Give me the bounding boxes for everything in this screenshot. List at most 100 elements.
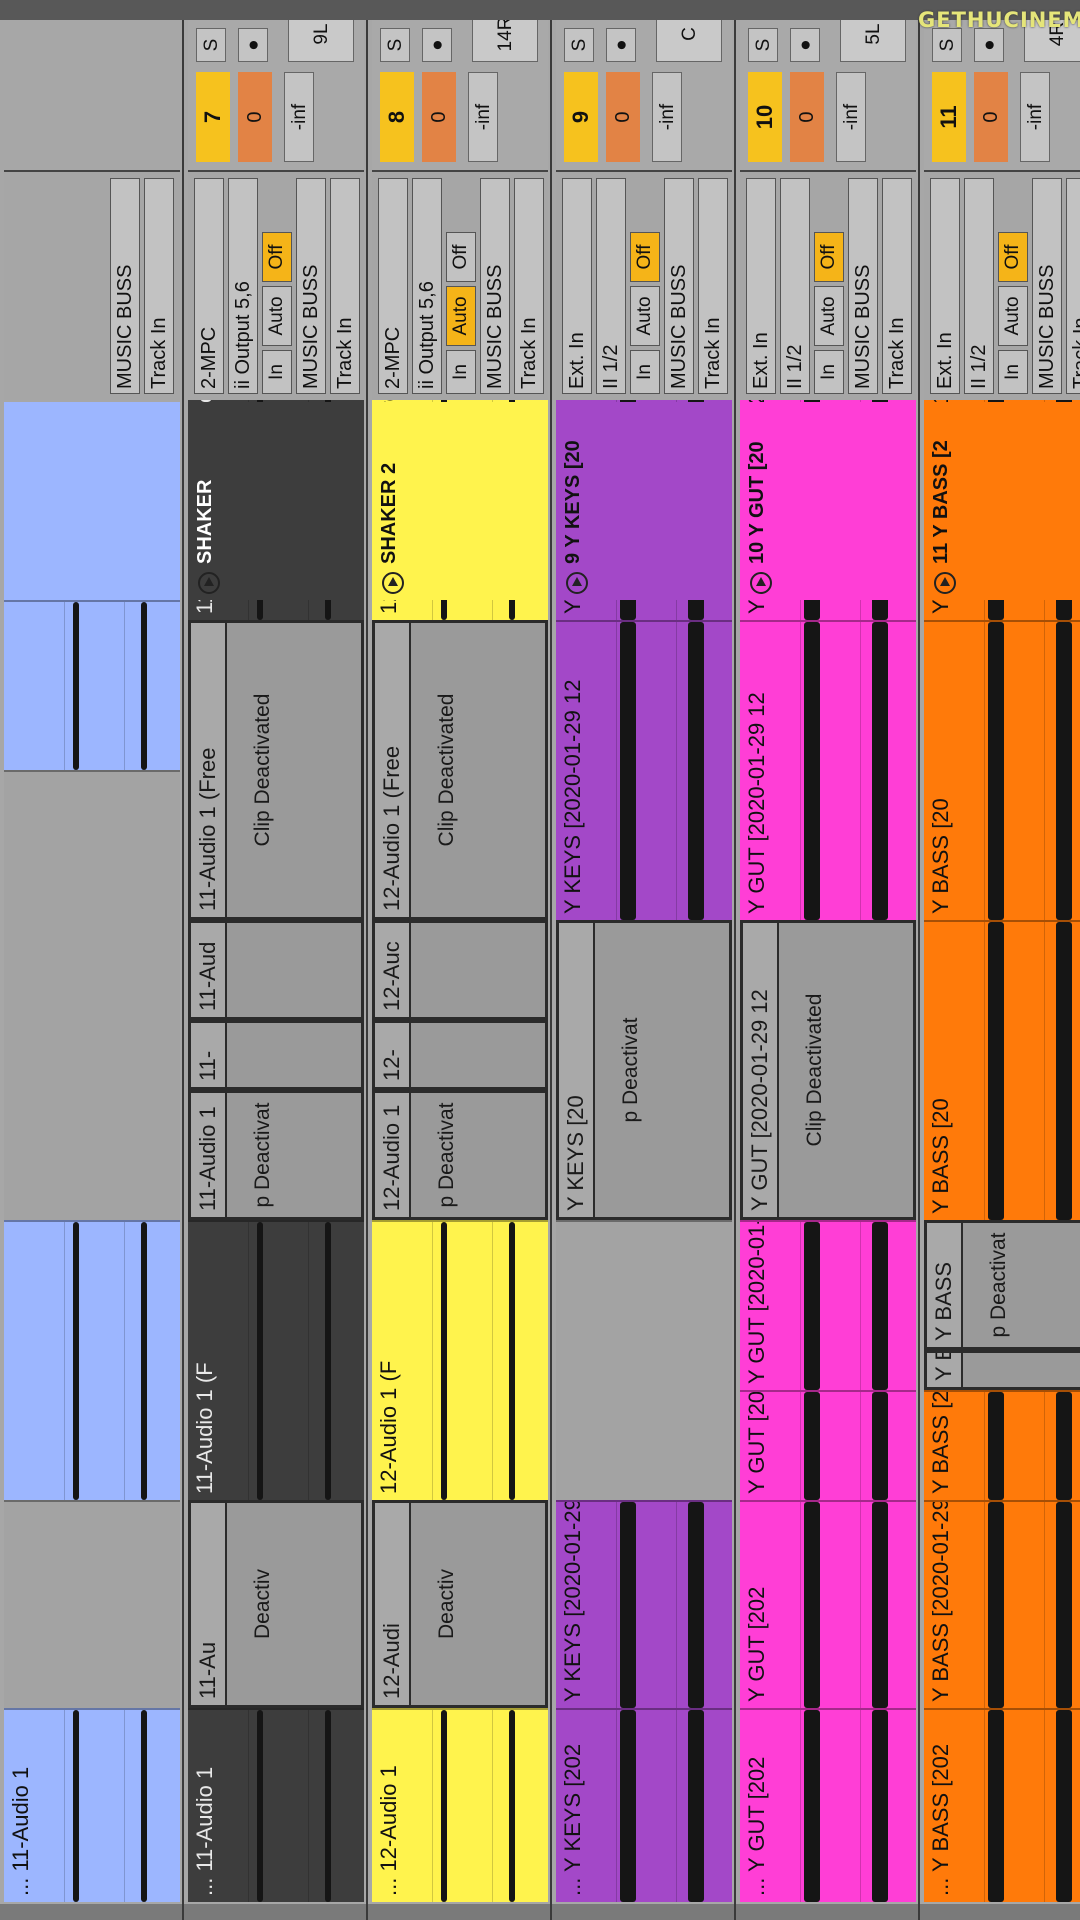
monitor-in-button[interactable]: In (814, 350, 844, 394)
track-activator[interactable]: 10 (748, 72, 782, 162)
track-volume[interactable]: 0 (422, 72, 456, 162)
output-select[interactable]: MUSIC BUSS (480, 178, 510, 394)
monitor-off-button[interactable]: Off (998, 232, 1028, 282)
input-channel-select[interactable]: ii Output 5,6 (412, 178, 442, 394)
audio-clip[interactable]: Y GUT [2020-01-29 12 (740, 620, 916, 920)
deactivated-clip[interactable]: 11-Audio 1 (Free Clip Deactivated (188, 620, 364, 920)
record-arm-button[interactable]: ● (974, 28, 1004, 62)
record-arm-button[interactable]: ● (790, 28, 820, 62)
track-header[interactable]: 11 Y BASS [2 (924, 402, 1080, 600)
audio-clip[interactable]: Y KEYS [2020-01-29 12 (556, 1500, 732, 1708)
deactivated-clip[interactable]: 12- (372, 1020, 548, 1090)
deactivated-clip[interactable]: 12-Audio 1 (Free Clip Deactivated (372, 620, 548, 920)
deactivated-clip[interactable]: 12-Audio 1 p Deactivat (372, 1090, 548, 1220)
track-volume[interactable]: 0 (606, 72, 640, 162)
monitor-off-button[interactable]: Off (630, 232, 660, 282)
track-header[interactable] (4, 402, 180, 600)
audio-clip[interactable]: Y BASS [20 (924, 620, 1080, 920)
audio-clip[interactable]: Y GUT [202 (740, 1390, 916, 1500)
monitor-in-button[interactable]: In (446, 350, 476, 394)
track-volume[interactable]: 0 (974, 72, 1008, 162)
monitor-auto-button[interactable]: Auto (998, 286, 1028, 346)
record-arm-button[interactable]: ● (238, 28, 268, 62)
input-type-select[interactable]: Ext. In (746, 178, 776, 394)
audio-clip[interactable]: ... 12-Audio 1 (372, 1708, 548, 1902)
input-channel-select[interactable]: II 1/2 (596, 178, 626, 394)
output-channel-select[interactable]: Track In (330, 178, 360, 394)
monitor-auto-button[interactable]: Auto (814, 286, 844, 346)
solo-button[interactable]: S (196, 28, 226, 62)
track-volume[interactable]: 0 (790, 72, 824, 162)
empty-slot[interactable] (556, 1220, 732, 1500)
track-header[interactable]: SHAKER (188, 402, 364, 600)
audio-clip[interactable]: Y GUT [2020-01-29 12 (740, 1220, 916, 1390)
audio-clip[interactable]: Y BASS [20 (924, 920, 1080, 1220)
audio-clip[interactable]: Y BASS [2C (924, 1390, 1080, 1500)
track-play-icon[interactable] (750, 572, 772, 594)
track-header[interactable]: 9 Y KEYS [20 (556, 402, 732, 600)
track-header[interactable]: 10 Y GUT [20 (740, 402, 916, 600)
output-channel-select[interactable]: Track In (514, 178, 544, 394)
track-play-icon[interactable] (934, 572, 956, 594)
output-channel-select[interactable]: Track In (1066, 178, 1080, 394)
empty-slot[interactable] (4, 770, 180, 1220)
output-select[interactable]: MUSIC BUSS (664, 178, 694, 394)
deactivated-clip[interactable]: 12-Audi Deactiv (372, 1500, 548, 1708)
solo-button[interactable]: S (380, 28, 410, 62)
monitor-auto-button[interactable]: Auto (262, 286, 292, 346)
audio-clip[interactable]: ... Y KEYS [202 (556, 1708, 732, 1902)
audio-clip[interactable]: Y KEYS [2020-01-29 12 (556, 620, 732, 920)
output-select[interactable]: MUSIC BUSS (1032, 178, 1062, 394)
monitor-auto-button[interactable]: Auto (630, 286, 660, 346)
audio-clip[interactable]: 11-Audio 1 (F (188, 1220, 364, 1500)
deactivated-clip[interactable]: 11-Au Deactiv (188, 1500, 364, 1708)
audio-clip[interactable]: ... 11-Audio 1 (4, 1708, 180, 1902)
track-volume[interactable]: 0 (238, 72, 272, 162)
track-activator[interactable]: 8 (380, 72, 414, 162)
deactivated-clip[interactable]: Y B (924, 1350, 1080, 1390)
audio-clip[interactable]: Y GUT [202 (740, 1500, 916, 1708)
input-type-select[interactable]: Ext. In (562, 178, 592, 394)
input-channel-select[interactable]: II 1/2 (780, 178, 810, 394)
empty-slot[interactable] (4, 1500, 180, 1708)
monitor-in-button[interactable]: In (262, 350, 292, 394)
input-type-select[interactable]: Ext. In (930, 178, 960, 394)
monitor-in-button[interactable]: In (998, 350, 1028, 394)
deactivated-clip[interactable]: 12-Auc (372, 920, 548, 1020)
deactivated-clip[interactable]: Y KEYS [20 p Deactivat (556, 920, 732, 1220)
track-play-icon[interactable] (382, 572, 404, 594)
monitor-auto-button[interactable]: Auto (446, 286, 476, 346)
input-channel-select[interactable]: II 1/2 (964, 178, 994, 394)
output-select[interactable]: MUSIC BUSS (110, 178, 140, 394)
output-channel-select[interactable]: Track In (144, 178, 174, 394)
audio-clip[interactable]: ... Y GUT [202 (740, 1708, 916, 1902)
monitor-off-button[interactable]: Off (262, 232, 292, 282)
track-activator[interactable]: 9 (564, 72, 598, 162)
deactivated-clip[interactable]: 11-Aud (188, 920, 364, 1020)
output-channel-select[interactable]: Track In (882, 178, 912, 394)
audio-clip[interactable]: ... Y BASS [202 (924, 1708, 1080, 1902)
solo-button[interactable]: S (564, 28, 594, 62)
solo-button[interactable]: S (932, 28, 962, 62)
deactivated-clip[interactable]: 11- (188, 1020, 364, 1090)
input-channel-select[interactable]: ii Output 5,6 (228, 178, 258, 394)
deactivated-clip[interactable]: 11-Audio 1 p Deactivat (188, 1090, 364, 1220)
track-header[interactable]: SHAKER 2 (372, 402, 548, 600)
audio-clip[interactable] (4, 1220, 180, 1500)
output-select[interactable]: MUSIC BUSS (848, 178, 878, 394)
track-activator[interactable]: 7 (196, 72, 230, 162)
track-activator[interactable]: 11 (932, 72, 966, 162)
audio-clip[interactable]: 12-Audio 1 (F (372, 1220, 548, 1500)
record-arm-button[interactable]: ● (606, 28, 636, 62)
track-play-icon[interactable] (566, 572, 588, 594)
record-arm-button[interactable]: ● (422, 28, 452, 62)
input-type-select[interactable]: 2-MPC (194, 178, 224, 394)
monitor-in-button[interactable]: In (630, 350, 660, 394)
audio-clip[interactable] (4, 600, 180, 770)
solo-button[interactable]: S (748, 28, 778, 62)
monitor-off-button[interactable]: Off (814, 232, 844, 282)
deactivated-clip[interactable]: Y GUT [2020-01-29 12 Clip Deactivated (740, 920, 916, 1220)
monitor-off-button[interactable]: Off (446, 232, 476, 282)
track-play-icon[interactable] (198, 572, 220, 594)
output-select[interactable]: MUSIC BUSS (296, 178, 326, 394)
